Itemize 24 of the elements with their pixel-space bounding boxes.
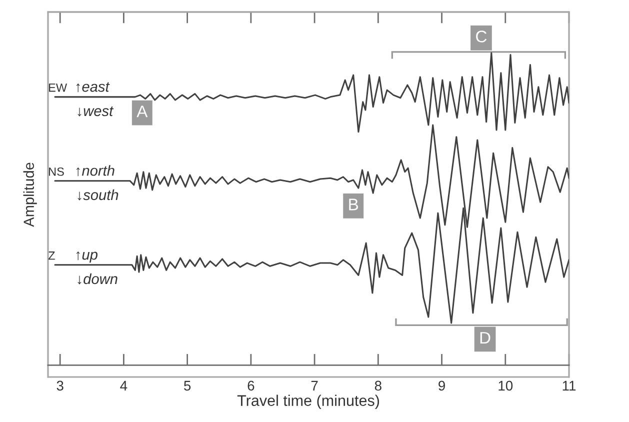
x-tick-label: 10 <box>498 380 513 391</box>
x-tick-label: 4 <box>120 380 128 390</box>
x-tick-label: 3 <box>56 380 64 391</box>
series-label: Z <box>48 252 55 260</box>
series-label: NS <box>49 167 64 176</box>
annotation: ↑north <box>76 165 114 176</box>
x-tick-label: 9 <box>438 380 445 391</box>
x-tick-label: 11 <box>562 380 576 390</box>
series-label: EW <box>49 84 68 92</box>
annotation: D <box>480 332 490 344</box>
x-tick-label: 7 <box>311 380 318 390</box>
annotation: ↓south <box>78 189 118 200</box>
annotation: B <box>349 198 358 210</box>
annotation: ↓down <box>78 273 118 284</box>
y-axis-title: Amplitude <box>23 162 37 227</box>
annotation: ↑up <box>76 251 98 263</box>
annotation: C <box>476 30 487 42</box>
annotation: ↑east <box>76 82 110 92</box>
annotation: ↓west <box>78 106 114 116</box>
x-tick-label: 6 <box>248 380 254 391</box>
x-axis-title: Travel time (minutes) <box>237 394 380 409</box>
x-tick-label: 8 <box>374 380 382 391</box>
annotation: A <box>136 106 148 118</box>
x-tick-label: 5 <box>184 380 191 391</box>
